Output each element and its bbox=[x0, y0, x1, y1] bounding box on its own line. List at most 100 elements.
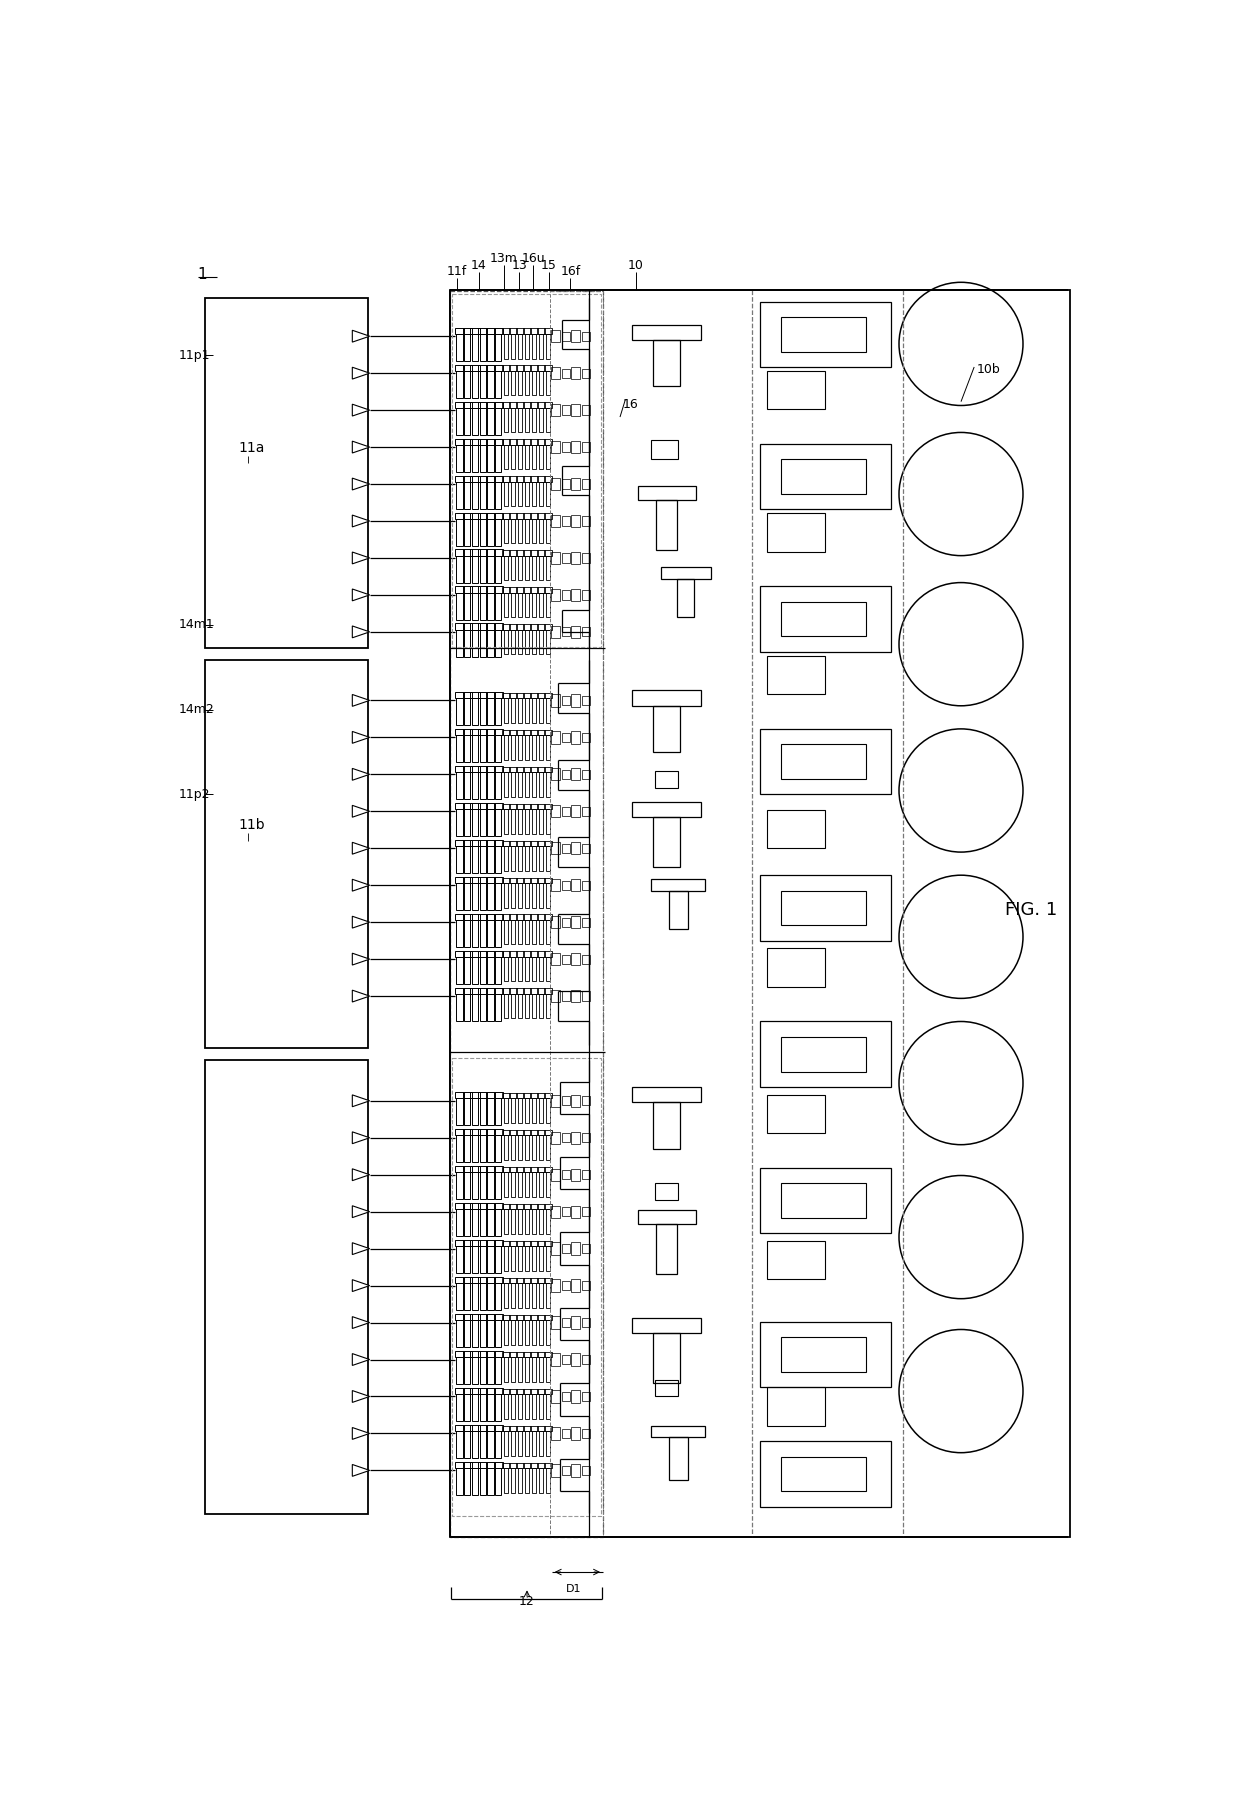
Bar bbox=[525, 370, 529, 396]
Bar bbox=[532, 1135, 537, 1160]
Bar bbox=[472, 629, 479, 656]
Bar bbox=[544, 513, 552, 519]
Bar bbox=[486, 1091, 495, 1099]
Bar bbox=[546, 884, 551, 907]
Bar bbox=[551, 367, 560, 379]
Bar bbox=[582, 1317, 590, 1326]
Bar bbox=[759, 302, 892, 367]
Bar bbox=[480, 1247, 486, 1274]
Bar bbox=[523, 1315, 531, 1321]
Bar bbox=[572, 441, 580, 454]
Bar bbox=[572, 878, 580, 891]
Bar bbox=[759, 1321, 892, 1388]
Bar bbox=[479, 1352, 487, 1357]
Bar bbox=[532, 1173, 537, 1196]
Bar bbox=[487, 735, 494, 763]
Polygon shape bbox=[352, 1353, 370, 1366]
Bar bbox=[562, 1281, 569, 1290]
Bar bbox=[494, 802, 503, 810]
Bar bbox=[455, 475, 464, 482]
Bar bbox=[503, 555, 508, 580]
Bar bbox=[544, 1167, 552, 1173]
Bar bbox=[495, 1357, 501, 1384]
Bar bbox=[551, 768, 560, 781]
Bar bbox=[655, 772, 678, 788]
Bar bbox=[525, 1357, 529, 1382]
Bar bbox=[538, 1173, 543, 1196]
Bar bbox=[464, 994, 470, 1021]
Bar bbox=[551, 952, 560, 965]
Bar bbox=[449, 289, 1069, 1538]
Bar bbox=[510, 1462, 517, 1467]
Bar bbox=[538, 555, 543, 580]
Bar bbox=[479, 692, 487, 698]
Bar bbox=[538, 698, 543, 723]
Bar bbox=[479, 1278, 487, 1283]
Bar bbox=[523, 730, 531, 735]
Bar bbox=[532, 1099, 537, 1124]
Bar bbox=[470, 549, 480, 555]
Bar bbox=[538, 994, 543, 1019]
Bar bbox=[538, 920, 543, 945]
Bar bbox=[456, 445, 463, 472]
Bar bbox=[551, 331, 560, 342]
Bar bbox=[470, 802, 480, 810]
Bar bbox=[502, 1462, 510, 1467]
Bar bbox=[525, 408, 529, 432]
Bar bbox=[464, 1431, 470, 1458]
Bar bbox=[479, 950, 487, 958]
Bar bbox=[562, 1207, 569, 1216]
Bar bbox=[472, 735, 479, 763]
Bar bbox=[456, 370, 463, 398]
Bar bbox=[551, 842, 560, 855]
Bar bbox=[464, 1467, 470, 1494]
Bar bbox=[463, 988, 472, 994]
Bar bbox=[538, 334, 543, 358]
Bar bbox=[503, 1135, 508, 1160]
Bar bbox=[503, 1099, 508, 1124]
Bar bbox=[525, 698, 529, 723]
Bar bbox=[495, 1321, 501, 1348]
Bar bbox=[537, 1390, 544, 1395]
Bar bbox=[537, 952, 544, 958]
Bar bbox=[637, 486, 696, 501]
Bar bbox=[544, 840, 552, 846]
Bar bbox=[546, 593, 551, 618]
Bar bbox=[510, 878, 517, 884]
Bar bbox=[537, 587, 544, 593]
Bar bbox=[479, 1388, 487, 1395]
Bar bbox=[470, 623, 480, 629]
Bar bbox=[494, 1462, 503, 1467]
Bar bbox=[495, 370, 501, 398]
Bar bbox=[503, 735, 508, 759]
Bar bbox=[510, 587, 517, 593]
Bar bbox=[546, 994, 551, 1019]
Bar bbox=[546, 920, 551, 945]
Bar bbox=[531, 840, 538, 846]
Bar bbox=[518, 629, 522, 654]
Bar bbox=[538, 370, 543, 396]
Bar bbox=[464, 1395, 470, 1420]
Bar bbox=[495, 445, 501, 472]
Bar bbox=[503, 1173, 508, 1196]
Bar bbox=[503, 1467, 508, 1493]
Bar bbox=[759, 1021, 892, 1088]
Bar bbox=[518, 1173, 522, 1196]
Bar bbox=[502, 1167, 510, 1173]
Bar bbox=[538, 1431, 543, 1456]
Bar bbox=[494, 623, 503, 629]
Bar bbox=[572, 1390, 580, 1402]
Bar bbox=[523, 623, 531, 629]
Bar bbox=[538, 629, 543, 654]
Bar bbox=[464, 920, 470, 947]
Bar bbox=[486, 692, 495, 698]
Bar bbox=[480, 1395, 486, 1420]
Bar bbox=[479, 802, 487, 810]
Bar bbox=[516, 952, 525, 958]
Bar bbox=[546, 735, 551, 759]
Bar bbox=[518, 482, 522, 506]
Bar bbox=[480, 920, 486, 947]
Bar bbox=[759, 1167, 892, 1232]
Bar bbox=[456, 698, 463, 725]
Bar bbox=[470, 1462, 480, 1467]
